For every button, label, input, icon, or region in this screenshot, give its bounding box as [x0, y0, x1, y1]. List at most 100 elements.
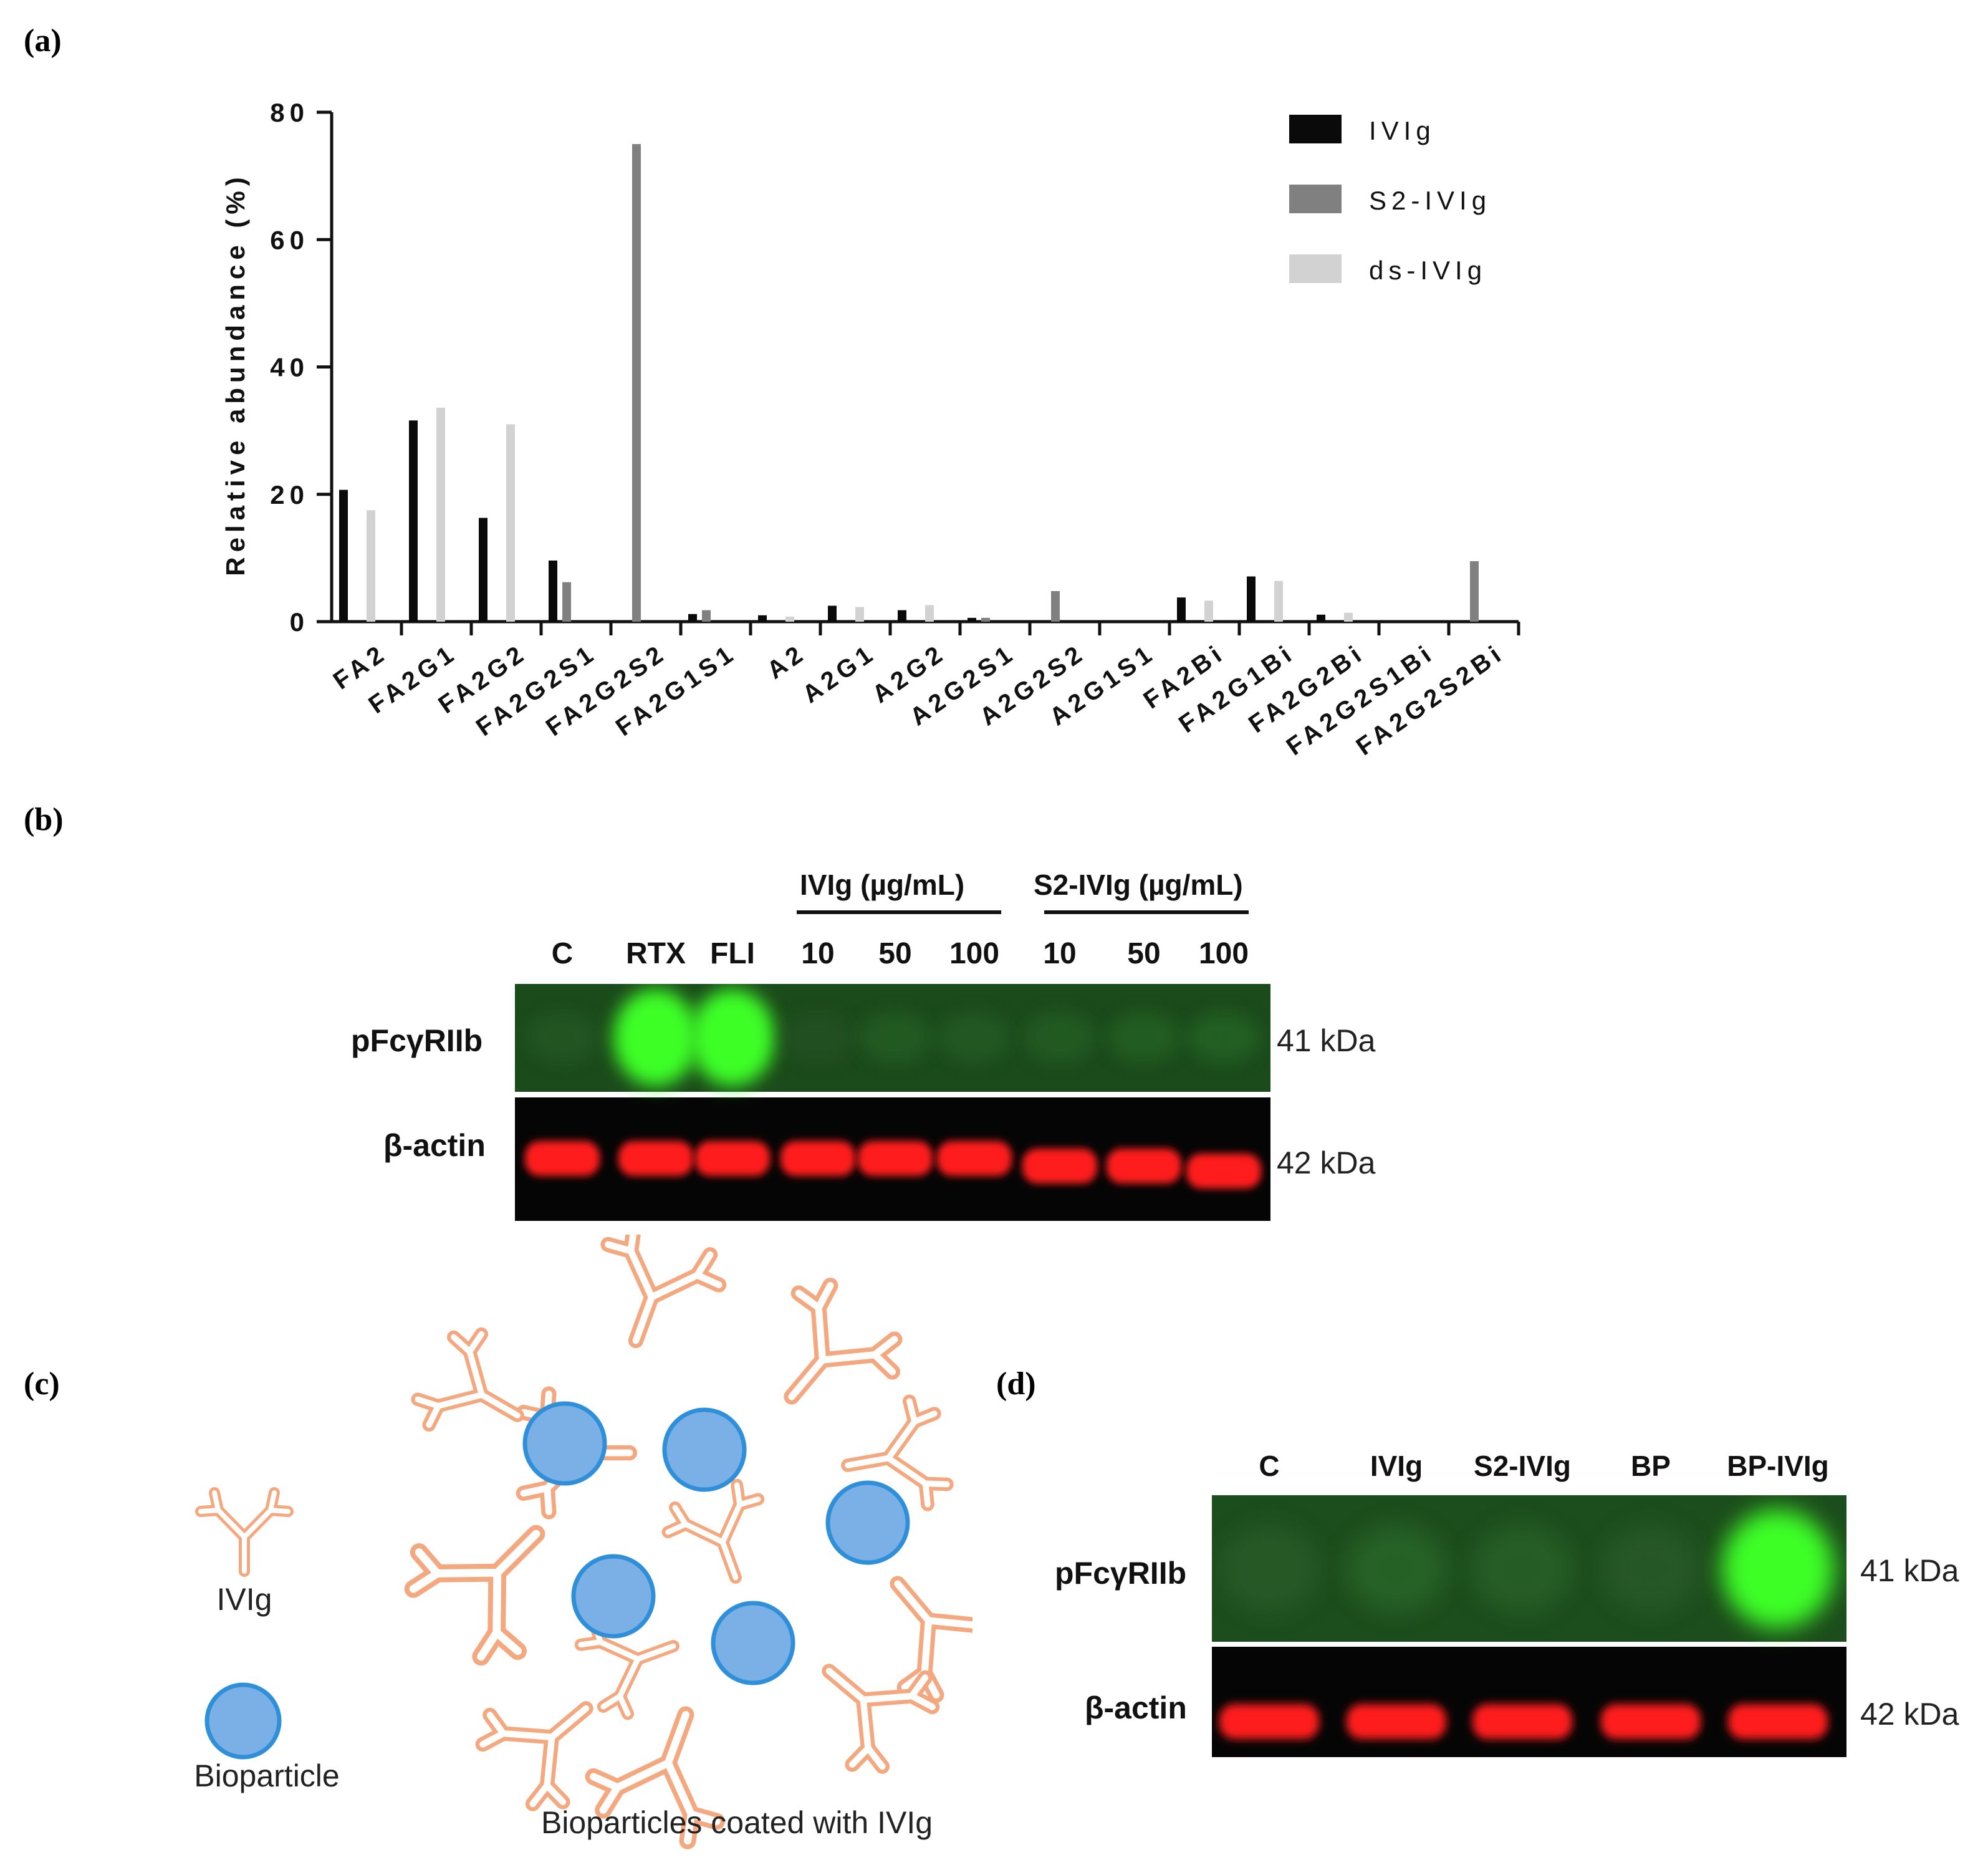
- row-label-beta-actin-b: β-actin: [383, 1128, 486, 1163]
- lane-label-b-6: 10: [1043, 937, 1077, 970]
- group-label-ivig: IVIg (µg/mL): [800, 869, 965, 901]
- bar-ivig-a2g1: [828, 605, 837, 622]
- green-band-d-3: [1601, 1525, 1701, 1612]
- panel-label-c: (c): [24, 1366, 60, 1402]
- bar-ds-ivig-fa2g1bi: [1274, 581, 1283, 622]
- green-band-d-4: [1722, 1510, 1834, 1628]
- lane-label-b-2: FLI: [710, 937, 755, 970]
- red-band-d-1: [1347, 1704, 1446, 1739]
- legend-antibody-icon: [201, 1493, 288, 1571]
- bar-ivig-fa2g2s1: [549, 560, 557, 622]
- green-bands-b: [526, 989, 1260, 1086]
- red-band-b-6: [1022, 1149, 1097, 1183]
- legend-label-1: S2-IVIg: [1369, 186, 1491, 215]
- red-band-b-4: [858, 1141, 933, 1176]
- lane-label-b-0: C: [551, 937, 574, 970]
- panel-label-a: (a): [24, 23, 62, 59]
- coating-antibody-4: [851, 1544, 972, 1707]
- kda-41-b: 41 kDa: [1277, 1023, 1376, 1058]
- bar-ds-ivig-fa2bi: [1204, 600, 1213, 622]
- y-tick-label: 40: [270, 353, 309, 382]
- group-label-s2-ivig: S2-IVIg (µg/mL): [1034, 869, 1243, 901]
- coated-label: Bioparticles coated with IVIg: [541, 1805, 933, 1840]
- legend-label-2: ds-IVIg: [1369, 256, 1487, 285]
- lane-label-b-7: 50: [1127, 937, 1161, 970]
- red-band-d-4: [1728, 1704, 1828, 1739]
- lane-label-d-3: BP: [1631, 1450, 1671, 1482]
- bar-ds-ivig-fa2g1: [436, 407, 445, 622]
- kda-41-d: 41 kDa: [1860, 1553, 1959, 1588]
- bar-ds-ivig-fa2g2: [506, 424, 515, 622]
- y-tick-label: 20: [270, 480, 309, 509]
- panel-label-b: (b): [24, 802, 64, 837]
- diagram-content: [201, 1235, 972, 1848]
- lane-label-b-4: 50: [878, 937, 912, 970]
- bar-s2-ivig-fa2g2s2bi: [1470, 561, 1479, 622]
- red-band-b-3: [780, 1141, 855, 1176]
- bar-s2-ivig-fa2g2s1: [562, 582, 571, 622]
- red-band-b-2: [695, 1141, 770, 1176]
- bar-ds-ivig-fa2g2bi: [1344, 612, 1353, 622]
- legend-bioparticle-icon: [204, 1682, 282, 1760]
- coating-antibody-1: [580, 1235, 727, 1361]
- coated-bioparticle-2: [825, 1480, 910, 1565]
- chart-axes: 0 20 40 60 80: [270, 98, 1520, 637]
- lane-label-d-2: S2-IVIg: [1474, 1450, 1571, 1482]
- coated-bioparticle-0: [522, 1401, 607, 1486]
- coating-antibody-2: [745, 1273, 910, 1436]
- red-membrane-d: [1212, 1647, 1846, 1757]
- red-bands-b: [525, 1141, 1261, 1188]
- green-band-b-3: [782, 1013, 854, 1063]
- legend: IVIg S2-IVIg ds-IVIg: [1289, 115, 1491, 285]
- green-band-d-1: [1347, 1525, 1446, 1612]
- green-band-b-6: [1024, 1013, 1096, 1063]
- lane-label-b-5: 100: [949, 937, 1000, 970]
- bar-ds-ivig-a2g2: [925, 605, 934, 622]
- coating-diagram: IVIg Bioparticle Bioparticles coated wit…: [194, 1235, 972, 1858]
- y-tick-label: 80: [270, 98, 309, 127]
- bar-ivig-fa2g2: [479, 518, 487, 622]
- x-tick-label: A2G1: [797, 638, 881, 708]
- bar-s2-ivig-a2g2s2: [1051, 590, 1060, 622]
- bar-s2-ivig-a2g2s1: [981, 617, 990, 622]
- coated-bioparticle-4: [711, 1601, 795, 1685]
- green-bands-d: [1219, 1510, 1834, 1628]
- legend-swatch-2: [1289, 254, 1342, 283]
- green-band-d-2: [1472, 1525, 1572, 1612]
- ivig-label: IVIg: [217, 1582, 272, 1617]
- bar-ivig-fa2g1bi: [1247, 576, 1256, 622]
- green-band-b-4: [859, 1013, 931, 1063]
- bar-ds-ivig-a2g1: [855, 607, 864, 622]
- red-band-b-1: [618, 1141, 693, 1176]
- green-band-d-0: [1219, 1525, 1319, 1612]
- row-label-pfcgriib-b: pFcγRIIb: [351, 1023, 483, 1058]
- western-blot-d: [1212, 1495, 1846, 1757]
- panel-label-d: (d): [996, 1366, 1036, 1402]
- red-bands-d: [1219, 1704, 1828, 1739]
- legend-swatch-1: [1289, 185, 1342, 213]
- blot-divider-d: [1212, 1642, 1846, 1647]
- red-band-d-3: [1601, 1704, 1701, 1739]
- red-band-b-0: [525, 1141, 600, 1176]
- green-band-b-1: [613, 989, 698, 1086]
- kda-42-d: 42 kDa: [1860, 1697, 1959, 1732]
- bar-ivig-fa2: [339, 489, 348, 622]
- lane-label-d-4: BP-IVIg: [1727, 1450, 1829, 1482]
- bar-ivig-fa2g1: [409, 420, 418, 622]
- red-band-b-5: [937, 1141, 1012, 1176]
- bar-ivig-fa2g2bi: [1317, 614, 1325, 622]
- bar-s2-ivig-fa2g1s1: [702, 610, 711, 622]
- green-band-b-7: [1108, 1013, 1180, 1063]
- red-band-d-2: [1472, 1704, 1572, 1739]
- group-underline-ivig: [797, 910, 1001, 914]
- green-band-b-5: [938, 1013, 1011, 1063]
- green-band-b-8: [1188, 1013, 1260, 1063]
- bar-ds-ivig-fa2: [367, 510, 375, 622]
- lane-label-d-1: IVIg: [1370, 1450, 1423, 1482]
- row-label-pfcgriib-d: pFcγRIIb: [1055, 1556, 1187, 1591]
- bar-ivig-a2g2s1: [968, 617, 976, 622]
- bar-ivig-fa2bi: [1177, 597, 1186, 622]
- legend-label-0: IVIg: [1369, 116, 1436, 145]
